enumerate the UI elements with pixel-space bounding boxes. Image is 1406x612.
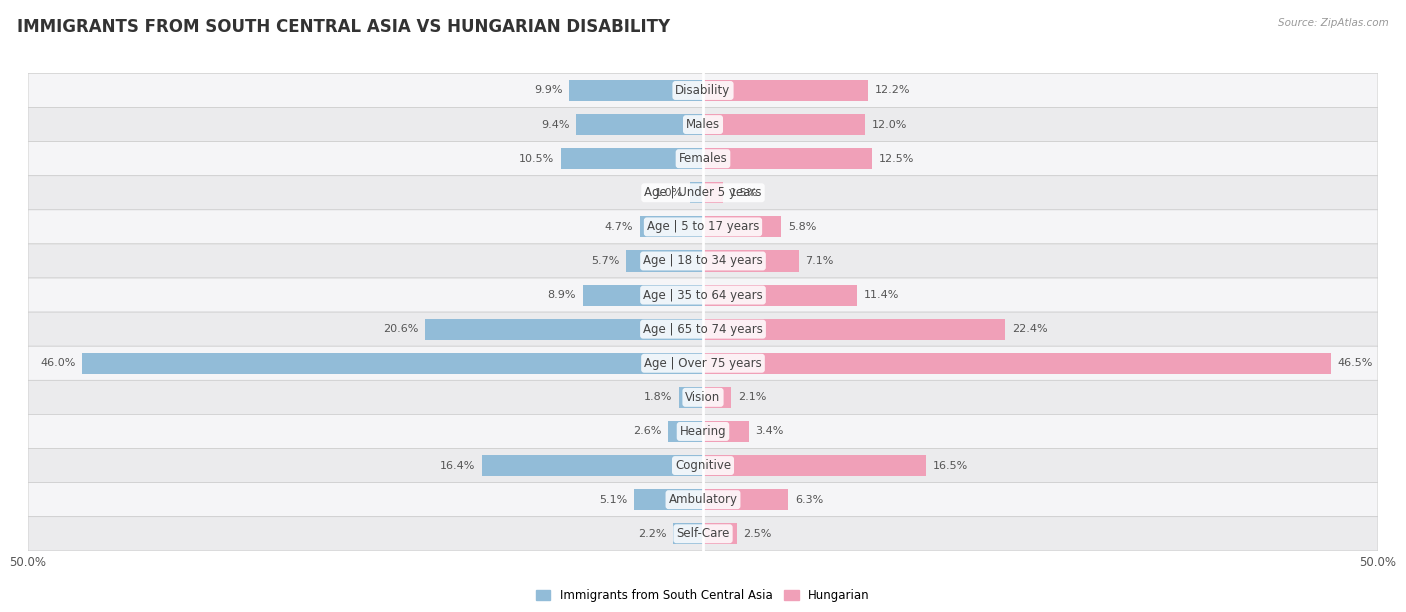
Text: 2.5%: 2.5% [744,529,772,539]
FancyBboxPatch shape [28,176,1378,210]
Text: 11.4%: 11.4% [863,290,898,300]
Text: 10.5%: 10.5% [519,154,554,163]
Bar [569,80,703,101]
Text: 5.1%: 5.1% [599,494,627,505]
Bar [703,421,749,442]
FancyBboxPatch shape [28,312,1378,346]
FancyBboxPatch shape [28,380,1378,414]
FancyBboxPatch shape [28,346,1378,380]
Bar [703,387,731,408]
Bar [425,319,703,340]
Bar [703,319,1005,340]
Text: Age | 18 to 34 years: Age | 18 to 34 years [643,255,763,267]
Text: 9.4%: 9.4% [541,119,569,130]
Bar [703,114,865,135]
Bar [703,148,872,170]
Text: 5.8%: 5.8% [787,222,817,232]
Bar [703,489,787,510]
Text: 2.6%: 2.6% [633,427,661,436]
Bar [576,114,703,135]
Text: Source: ZipAtlas.com: Source: ZipAtlas.com [1278,18,1389,28]
Bar [703,182,723,203]
Text: Age | 35 to 64 years: Age | 35 to 64 years [643,289,763,302]
Text: 12.5%: 12.5% [879,154,914,163]
Text: Ambulatory: Ambulatory [668,493,738,506]
FancyBboxPatch shape [28,141,1378,176]
Text: 16.5%: 16.5% [932,461,967,471]
Text: 1.0%: 1.0% [655,188,683,198]
Text: Cognitive: Cognitive [675,459,731,472]
Text: Age | 5 to 17 years: Age | 5 to 17 years [647,220,759,233]
FancyBboxPatch shape [28,73,1378,108]
Text: 1.8%: 1.8% [644,392,672,402]
FancyBboxPatch shape [28,517,1378,551]
Bar [668,421,703,442]
FancyBboxPatch shape [28,414,1378,449]
Bar [689,182,703,203]
Bar [482,455,703,476]
Text: 3.4%: 3.4% [755,427,785,436]
Text: Females: Females [679,152,727,165]
FancyBboxPatch shape [28,483,1378,517]
Text: Self-Care: Self-Care [676,528,730,540]
Bar [82,353,703,374]
FancyBboxPatch shape [28,449,1378,483]
Text: 22.4%: 22.4% [1012,324,1047,334]
Text: 12.2%: 12.2% [875,86,910,95]
FancyBboxPatch shape [28,210,1378,244]
Bar [703,353,1330,374]
Text: 2.2%: 2.2% [638,529,666,539]
Text: 2.1%: 2.1% [738,392,766,402]
Text: 4.7%: 4.7% [605,222,633,232]
Text: 7.1%: 7.1% [806,256,834,266]
Text: Age | Over 75 years: Age | Over 75 years [644,357,762,370]
Text: 8.9%: 8.9% [547,290,576,300]
Legend: Immigrants from South Central Asia, Hungarian: Immigrants from South Central Asia, Hung… [531,584,875,607]
Bar [640,216,703,237]
Bar [679,387,703,408]
Text: 46.0%: 46.0% [39,358,76,368]
Text: 6.3%: 6.3% [794,494,823,505]
Bar [634,489,703,510]
Text: 5.7%: 5.7% [591,256,619,266]
FancyBboxPatch shape [28,108,1378,141]
FancyBboxPatch shape [28,244,1378,278]
Bar [703,80,868,101]
Bar [703,250,799,272]
Text: IMMIGRANTS FROM SOUTH CENTRAL ASIA VS HUNGARIAN DISABILITY: IMMIGRANTS FROM SOUTH CENTRAL ASIA VS HU… [17,18,671,36]
Bar [703,216,782,237]
Text: Age | 65 to 74 years: Age | 65 to 74 years [643,323,763,335]
Text: 1.5%: 1.5% [730,188,758,198]
Bar [703,455,925,476]
Text: 20.6%: 20.6% [382,324,418,334]
Text: 9.9%: 9.9% [534,86,562,95]
Bar [703,285,856,305]
Bar [626,250,703,272]
Text: 46.5%: 46.5% [1337,358,1372,368]
Text: Age | Under 5 years: Age | Under 5 years [644,186,762,200]
FancyBboxPatch shape [28,278,1378,312]
Text: Disability: Disability [675,84,731,97]
Text: Hearing: Hearing [679,425,727,438]
Bar [703,523,737,544]
Text: 12.0%: 12.0% [872,119,907,130]
Text: Vision: Vision [685,391,721,404]
Bar [673,523,703,544]
Bar [583,285,703,305]
Text: Males: Males [686,118,720,131]
Bar [561,148,703,170]
Text: 16.4%: 16.4% [440,461,475,471]
